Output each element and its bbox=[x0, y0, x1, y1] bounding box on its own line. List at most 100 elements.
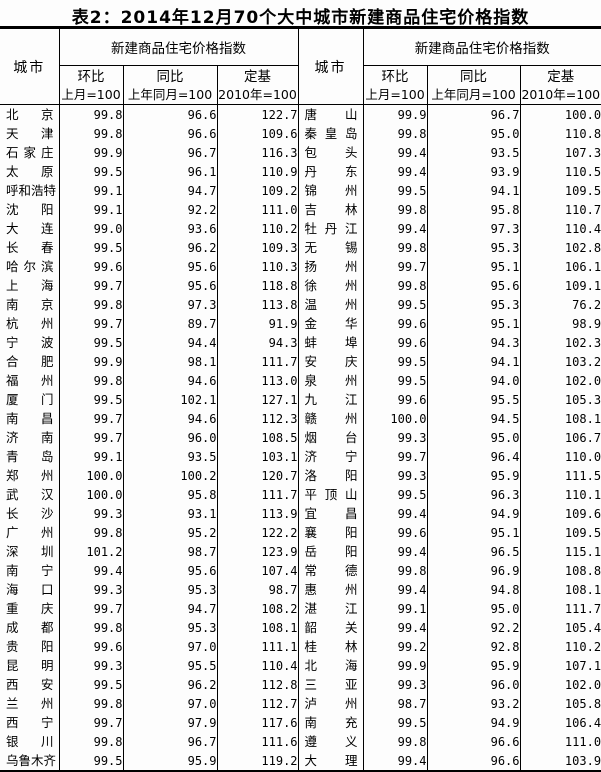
city-cell: 湛江 bbox=[298, 599, 364, 618]
city-cell: 泉州 bbox=[298, 371, 364, 390]
city-cell: 厦门 bbox=[0, 390, 60, 409]
city-cell: 大理 bbox=[298, 751, 364, 770]
mom-value-cell: 99.5 bbox=[59, 751, 124, 770]
yoy-value-cell: 92.2 bbox=[427, 618, 521, 637]
yoy-value-cell: 96.6 bbox=[123, 124, 218, 143]
city-cell: 南昌 bbox=[0, 409, 60, 428]
city-cell: 洛阳 bbox=[298, 466, 364, 485]
yoy-value-cell: 94.6 bbox=[123, 371, 218, 390]
table-body: 北京 99.8 96.6 122.7 唐山 99.9 96.7 100.0 天津 99.8 96.6… bbox=[0, 104, 601, 770]
mom-value-cell: 99.1 bbox=[59, 181, 124, 200]
fixed-base-value-cell: 113.9 bbox=[217, 504, 299, 523]
yoy-value-cell: 93.6 bbox=[123, 219, 218, 238]
table-row: 海口 99.3 95.3 98.7 惠州 99.4 94.8 108.1 bbox=[0, 580, 601, 599]
table-row: 郑州 100.0 100.2 120.7 洛阳 99.3 95.9 111.5 bbox=[0, 466, 601, 485]
fixed-base-value-cell: 109.2 bbox=[217, 181, 299, 200]
mom-value-cell: 99.8 bbox=[59, 732, 124, 751]
city-cell: 锦州 bbox=[298, 181, 364, 200]
mom-value-cell: 99.6 bbox=[363, 333, 428, 352]
city-cell: 九江 bbox=[298, 390, 364, 409]
table-row: 福州 99.8 94.6 113.0 泉州 99.5 94.0 102.0 bbox=[0, 371, 601, 390]
fixed-base-value-cell: 76.2 bbox=[572, 297, 601, 312]
mom-value-cell: 99.5 bbox=[59, 390, 124, 409]
fixed-base-value-cell: 103.2 bbox=[564, 354, 601, 369]
yoy-value-cell: 95.0 bbox=[427, 124, 521, 143]
city-cell: 呼和浩特 bbox=[0, 181, 60, 200]
fixed-base-value-cell: 111.0 bbox=[217, 200, 299, 219]
fixed-base-value-cell: 110.1 bbox=[564, 487, 601, 502]
city-cell: 南宁 bbox=[0, 561, 60, 580]
yoy-value-cell: 96.6 bbox=[427, 732, 521, 751]
city-cell: 徐州 bbox=[298, 276, 364, 295]
fixed-base-value-cell: 109.6 bbox=[217, 124, 299, 143]
yoy-value-cell: 95.6 bbox=[427, 276, 521, 295]
fixed-base-value-cell: 107.3 bbox=[564, 145, 601, 160]
yoy-column-header-left: 同比 上年同月=100 bbox=[123, 65, 218, 105]
city-cell: 遵义 bbox=[298, 732, 364, 751]
table-row: 石家庄 99.9 96.7 116.3 包头 99.4 93.5 107.3 bbox=[0, 143, 601, 162]
fixed-base-value-cell: 102.8 bbox=[564, 240, 601, 255]
city-cell: 包头 bbox=[298, 143, 364, 162]
table-row: 南昌 99.7 94.6 112.3 赣州 100.0 94.5 108.1 bbox=[0, 409, 601, 428]
mom-value-cell: 99.6 bbox=[59, 257, 124, 276]
mom-value-cell: 99.8 bbox=[363, 561, 428, 580]
fixed-base-value-cell: 106.1 bbox=[564, 259, 601, 274]
table-row: 合肥 99.9 98.1 111.7 安庆 99.5 94.1 103.2 bbox=[0, 352, 601, 371]
mom-value-cell: 99.8 bbox=[59, 104, 124, 124]
yoy-value-cell: 93.9 bbox=[427, 162, 521, 181]
yoy-value-cell: 95.6 bbox=[123, 257, 218, 276]
mom-value-cell: 99.5 bbox=[59, 238, 124, 257]
yoy-value-cell: 96.6 bbox=[427, 751, 521, 770]
table-row: 西安 99.5 96.2 112.8 三亚 99.3 96.0 102.0 bbox=[0, 675, 601, 694]
table-row: 武汉 100.0 95.8 111.7 平顶山 99.5 96.3 110.1 bbox=[0, 485, 601, 504]
yoy-value-cell: 95.8 bbox=[427, 200, 521, 219]
table-row: 南宁 99.4 95.6 107.4 常德 99.8 96.9 108.8 bbox=[0, 561, 601, 580]
city-cell: 吉林 bbox=[298, 200, 364, 219]
yoy-value-cell: 95.1 bbox=[427, 523, 521, 542]
mom-value-cell: 99.5 bbox=[59, 162, 124, 181]
mom-value-cell: 99.8 bbox=[363, 238, 428, 257]
city-cell: 宜昌 bbox=[298, 504, 364, 523]
city-cell: 重庆 bbox=[0, 599, 60, 618]
mom-value-cell: 99.4 bbox=[363, 618, 428, 637]
city-cell: 泸州 bbox=[298, 694, 364, 713]
city-cell: 天津 bbox=[0, 124, 60, 143]
mom-value-cell: 99.8 bbox=[363, 732, 428, 751]
mom-value-cell: 99.7 bbox=[363, 447, 428, 466]
city-cell: 岳阳 bbox=[298, 542, 364, 561]
mom-value-cell: 99.5 bbox=[363, 181, 428, 200]
city-cell: 秦皇岛 bbox=[298, 124, 364, 143]
table-row: 大连 99.0 93.6 110.2 牡丹江 99.4 97.3 110.4 bbox=[0, 219, 601, 238]
yoy-column-header-right: 同比 上年同月=100 bbox=[427, 65, 521, 105]
table-row: 天津 99.8 96.6 109.6 秦皇岛 99.8 95.0 110.8 bbox=[0, 124, 601, 143]
city-cell: 温州 bbox=[298, 295, 364, 314]
mom-value-cell: 99.8 bbox=[363, 124, 428, 143]
mom-value-cell: 99.4 bbox=[363, 504, 428, 523]
yoy-value-cell: 96.9 bbox=[427, 561, 521, 580]
fixed-base-value-cell: 105.3 bbox=[564, 392, 601, 407]
city-cell: 石家庄 bbox=[0, 143, 60, 162]
city-cell: 唐山 bbox=[298, 104, 364, 124]
city-cell: 济宁 bbox=[298, 447, 364, 466]
mom-value-cell: 99.9 bbox=[59, 352, 124, 371]
table-row: 青岛 99.1 93.5 103.1 济宁 99.7 96.4 110.0 bbox=[0, 447, 601, 466]
fixed-base-value-cell: 127.1 bbox=[217, 390, 299, 409]
yoy-value-cell: 96.4 bbox=[427, 447, 521, 466]
yoy-value-cell: 95.3 bbox=[123, 618, 218, 637]
fixed-base-value-cell: 110.5 bbox=[564, 164, 601, 179]
mom-value-cell: 99.1 bbox=[59, 447, 124, 466]
fixed-base-value-cell: 102.3 bbox=[564, 335, 601, 350]
mom-value-cell: 99.1 bbox=[59, 200, 124, 219]
yoy-value-cell: 95.3 bbox=[123, 580, 218, 599]
fixed-base-value-cell: 108.1 bbox=[564, 582, 601, 597]
city-cell: 蚌埠 bbox=[298, 333, 364, 352]
table-row: 南京 99.8 97.3 113.8 温州 99.5 95.3 76.2 bbox=[0, 295, 601, 314]
yoy-value-cell: 95.8 bbox=[123, 485, 218, 504]
city-cell: 丹东 bbox=[298, 162, 364, 181]
price-index-table: 城市 新建商品住宅价格指数 城市 新建商品住宅价格指数 环比 上月=100 同比… bbox=[0, 29, 601, 770]
fixed-base-value-cell: 113.0 bbox=[217, 371, 299, 390]
yoy-base: 上年同月=100 bbox=[127, 86, 213, 102]
mom-value-cell: 99.4 bbox=[363, 751, 428, 770]
fixed-base-value-cell: 108.1 bbox=[564, 411, 601, 426]
